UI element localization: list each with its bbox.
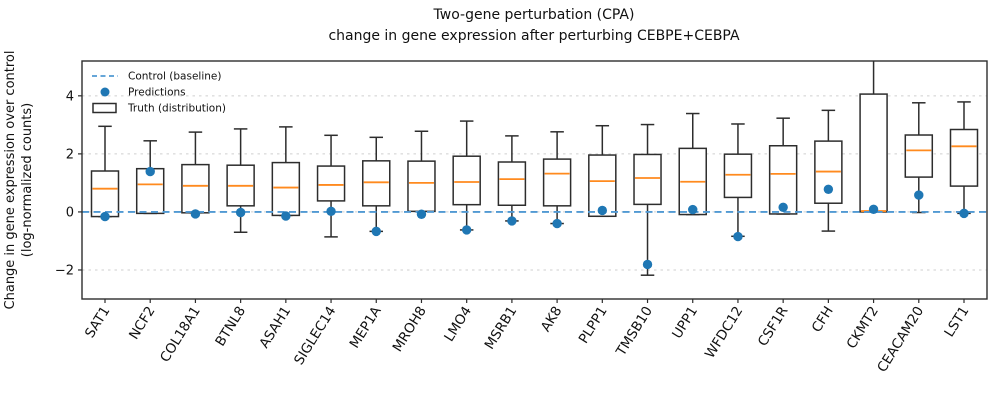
iqr-box — [633, 153, 662, 206]
legend: Control (baseline) Predictions Truth (di… — [92, 71, 226, 115]
prediction-dot-SAT1 — [100, 211, 110, 222]
truth-box-CFH — [814, 109, 843, 232]
truth-box-PLPP1 — [588, 124, 617, 218]
truth-box-LST1 — [949, 101, 979, 215]
x-tick-label-LMO4: LMO4 — [441, 304, 475, 345]
x-tick-label-CFH: CFH — [809, 304, 837, 336]
axes-frame — [81, 60, 988, 300]
iqr-box — [723, 153, 753, 199]
truth-box-CKMT2 — [859, 61, 888, 213]
iqr-box — [497, 161, 527, 207]
truth-box-MSRB1 — [497, 135, 527, 222]
iqr-box — [271, 161, 301, 217]
x-tick-label-LST1: LST1 — [941, 304, 972, 340]
prediction-dot-MROH8 — [416, 209, 427, 219]
iqr-box — [316, 165, 346, 202]
y-axis-label-line2: (log-normalized counts) — [20, 103, 35, 257]
prediction-dot-CEACAM20 — [914, 190, 924, 200]
y-tick-label: 0 — [66, 205, 74, 220]
truth-box-LMO4 — [452, 120, 481, 231]
chart-subtitle: change in gene expression after perturbi… — [328, 28, 740, 44]
predictions-layer — [100, 166, 969, 270]
prediction-dot-SIGLEC14 — [326, 206, 336, 217]
x-tick-label-PLPP1: PLPP1 — [576, 304, 611, 347]
prediction-dot-LST1 — [959, 208, 969, 219]
truth-box-BTNL8 — [226, 128, 255, 233]
truth-box-MROH8 — [407, 130, 436, 213]
truth-box-WFDC12 — [723, 123, 753, 238]
prediction-dot-CSF1R — [778, 202, 788, 212]
prediction-dot-TMSB10 — [642, 259, 653, 270]
x-tick-label-BTNL8: BTNL8 — [212, 304, 249, 350]
iqr-box — [181, 163, 210, 214]
truth-box-SAT1 — [90, 125, 120, 218]
x-tick-label-SIGLEC14: SIGLEC14 — [291, 304, 339, 368]
legend-truth-label: Truth (distribution) — [127, 103, 226, 115]
truth-box-SIGLEC14 — [316, 134, 346, 238]
prediction-dot-WFDC12 — [733, 231, 743, 242]
prediction-dot-BTNL8 — [235, 207, 246, 218]
truth-boxes-layer — [90, 61, 979, 276]
legend-predictions-swatch — [100, 87, 110, 97]
iqr-box — [452, 155, 481, 206]
truth-box-CEACAM20 — [904, 102, 934, 214]
y-tick-label: 4 — [66, 89, 74, 104]
prediction-dot-MEP1A — [371, 226, 381, 237]
x-tick-label-ASAH1: ASAH1 — [256, 304, 294, 352]
y-tick-label: 2 — [66, 147, 74, 162]
gridlines-layer — [82, 95, 987, 271]
prediction-dot-AK8 — [552, 218, 562, 229]
iqr-box — [407, 160, 436, 213]
prediction-dot-LMO4 — [461, 225, 472, 235]
prediction-dot-ASAH1 — [281, 211, 291, 221]
prediction-dot-NCF2 — [145, 166, 155, 177]
x-tick-label-MROH8: MROH8 — [390, 304, 430, 355]
x-tick-label-MSRB1: MSRB1 — [482, 304, 521, 353]
truth-box-COL18A1 — [181, 131, 210, 214]
x-tick-label-UPP1: UPP1 — [669, 304, 701, 342]
truth-box-TMSB10 — [633, 123, 662, 276]
prediction-dot-PLPP1 — [597, 205, 608, 216]
y-tick-label: −2 — [55, 263, 74, 278]
truth-box-CSF1R — [768, 117, 798, 215]
y-axis-label-line1: Change in gene expression over control — [3, 51, 18, 310]
x-tick-label-SAT1: SAT1 — [82, 304, 114, 341]
iqr-box — [904, 134, 934, 178]
x-tick-label-MEP1A: MEP1A — [347, 303, 385, 351]
prediction-dot-CKMT2 — [868, 204, 879, 215]
x-tick-label-AK8: AK8 — [538, 304, 566, 335]
truth-box-ASAH1 — [271, 126, 301, 217]
legend-truth-swatch — [92, 102, 117, 114]
iqr-box — [859, 93, 888, 213]
x-tick-label-WFDC12: WFDC12 — [702, 304, 746, 362]
truth-box-MEP1A — [362, 136, 391, 233]
chart-title: Two-gene perturbation (CPA) — [433, 7, 635, 23]
truth-box-AK8 — [542, 131, 572, 225]
x-tick-label-CKMT2: CKMT2 — [844, 304, 882, 352]
x-tick-label-CEACAM20: CEACAM20 — [874, 304, 927, 376]
iqr-box — [542, 158, 572, 207]
iqr-box — [949, 128, 979, 187]
legend-control-label: Control (baseline) — [128, 71, 221, 83]
iqr-box — [90, 170, 120, 218]
prediction-dot-CFH — [823, 184, 834, 194]
x-tick-label-NCF2: NCF2 — [126, 304, 159, 343]
prediction-dot-COL18A1 — [190, 209, 201, 219]
x-tick-label-TMSB10: TMSB10 — [613, 304, 656, 360]
legend-predictions-label: Predictions — [128, 87, 186, 99]
iqr-box — [362, 160, 391, 207]
prediction-dot-UPP1 — [688, 204, 698, 215]
prediction-dot-MSRB1 — [507, 216, 517, 226]
truth-box-UPP1 — [678, 112, 707, 216]
x-tick-label-CSF1R: CSF1R — [755, 304, 792, 350]
truth-box-NCF2 — [135, 140, 165, 215]
x-tick-label-COL18A1: COL18A1 — [157, 304, 204, 366]
